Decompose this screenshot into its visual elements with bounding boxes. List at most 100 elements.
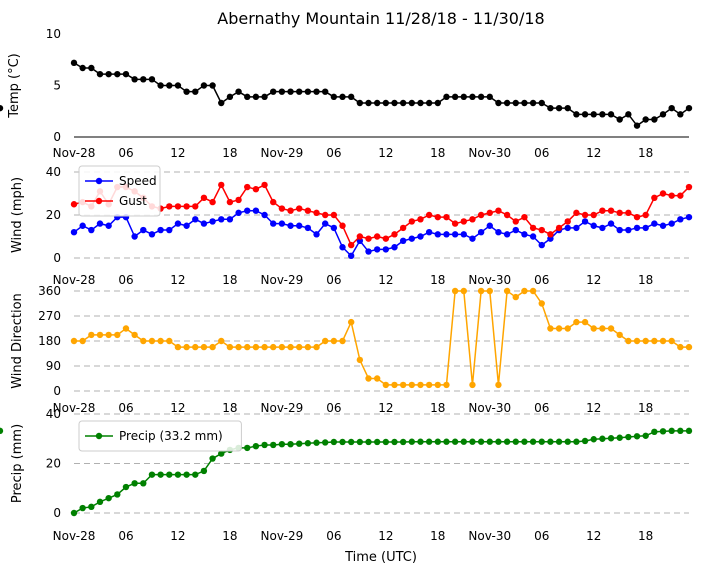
data-point xyxy=(391,231,398,238)
data-point xyxy=(581,211,589,219)
data-point xyxy=(642,224,649,232)
data-point xyxy=(616,116,623,123)
data-point xyxy=(573,224,580,232)
data-point xyxy=(651,116,658,123)
data-point xyxy=(226,216,234,223)
data-point xyxy=(148,231,156,238)
x-tick-label: 06 xyxy=(118,401,133,415)
legend-label: Gust xyxy=(119,194,147,208)
data-point xyxy=(512,438,519,445)
data-point xyxy=(88,331,95,339)
data-point xyxy=(443,381,450,389)
data-point xyxy=(399,237,407,244)
data-point xyxy=(373,438,381,446)
data-point xyxy=(192,203,199,210)
data-point xyxy=(564,325,571,332)
data-point xyxy=(304,343,312,351)
data-point xyxy=(244,207,251,214)
data-point xyxy=(339,93,346,101)
series-line xyxy=(73,62,690,127)
data-point xyxy=(599,111,606,118)
data-point xyxy=(339,438,346,446)
data-point xyxy=(270,441,277,449)
data-point xyxy=(590,222,597,229)
data-point xyxy=(261,93,268,101)
data-point xyxy=(633,122,641,129)
data-point xyxy=(599,207,606,214)
data-point xyxy=(330,337,338,345)
data-point xyxy=(321,211,329,219)
data-point xyxy=(408,438,416,445)
data-point xyxy=(244,444,251,452)
data-point xyxy=(296,222,303,229)
y-tick-label: 0 xyxy=(53,130,61,144)
data-point xyxy=(659,337,667,345)
data-point xyxy=(105,494,112,502)
series-speed xyxy=(70,207,693,260)
data-point xyxy=(417,99,424,107)
data-point xyxy=(96,331,104,339)
data-point xyxy=(88,64,95,72)
data-point xyxy=(356,99,364,107)
data-point xyxy=(460,438,467,445)
x-tick-label: Nov-29 xyxy=(261,529,304,543)
data-point xyxy=(192,343,199,351)
data-point xyxy=(417,216,424,223)
x-tick-label: 18 xyxy=(222,273,237,287)
y-axis-label: Wind Direction xyxy=(10,293,25,389)
data-point xyxy=(685,104,693,112)
x-tick-label: Nov-28 xyxy=(53,146,96,160)
data-point xyxy=(339,222,346,229)
x-tick-label: 06 xyxy=(326,401,341,415)
x-tick-label: 12 xyxy=(170,529,185,543)
data-point xyxy=(373,246,381,253)
data-point xyxy=(668,104,675,112)
data-point xyxy=(321,220,329,227)
data-point xyxy=(512,293,519,301)
data-point xyxy=(651,194,658,201)
data-point xyxy=(477,93,485,101)
y-tick-label: 10 xyxy=(46,27,61,41)
data-point xyxy=(235,196,242,204)
data-point xyxy=(261,181,268,189)
data-point xyxy=(270,343,277,351)
data-point xyxy=(460,231,467,238)
data-point xyxy=(304,224,312,232)
data-point xyxy=(88,503,95,511)
data-point xyxy=(677,216,684,223)
data-point xyxy=(347,252,355,260)
legend-box xyxy=(78,420,242,452)
data-point xyxy=(469,438,476,445)
data-point xyxy=(659,222,667,229)
x-tick-label: 06 xyxy=(534,273,549,287)
data-point xyxy=(417,438,424,445)
data-point xyxy=(330,211,338,219)
data-point xyxy=(486,438,493,445)
data-point xyxy=(590,325,597,332)
data-point xyxy=(625,433,632,441)
data-point xyxy=(477,287,485,295)
data-point xyxy=(625,111,632,118)
data-point xyxy=(495,381,502,389)
data-point xyxy=(313,88,320,95)
data-point xyxy=(321,88,329,95)
data-point xyxy=(183,343,190,351)
data-point xyxy=(659,428,667,435)
legend-marker xyxy=(95,197,103,205)
data-point xyxy=(677,427,684,435)
data-point xyxy=(209,218,216,225)
data-point xyxy=(278,343,286,351)
y-tick-label: 0 xyxy=(53,506,61,520)
data-point xyxy=(356,356,364,364)
data-point xyxy=(573,209,580,217)
x-tick-label: 18 xyxy=(430,529,445,543)
panel-4: 0 20 40 Precip (mm) Nov-28 06 12 18 Nov-29 06 12 18… xyxy=(0,407,693,543)
panel-2: 0 20 40 Wind (mph) Nov-28 06 12 18 Nov-29 06 12 18 N… xyxy=(10,165,693,287)
x-tick-label: 06 xyxy=(534,529,549,543)
x-tick-label: Nov-30 xyxy=(468,401,511,415)
data-point xyxy=(304,440,312,447)
data-point xyxy=(278,88,286,95)
data-point xyxy=(140,480,147,487)
data-point xyxy=(140,337,147,345)
data-point xyxy=(521,231,528,238)
